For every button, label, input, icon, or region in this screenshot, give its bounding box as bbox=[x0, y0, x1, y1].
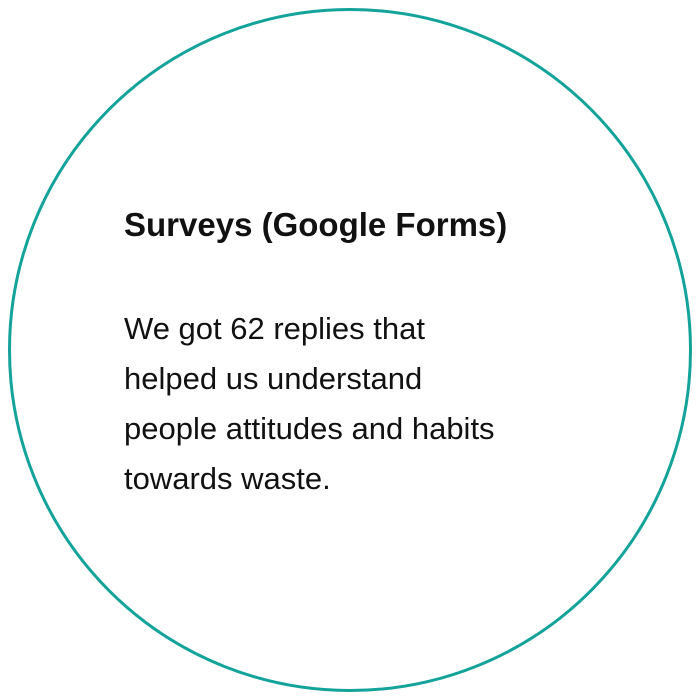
card-title: Surveys (Google Forms) bbox=[124, 200, 507, 250]
body-line-4: towards waste. bbox=[124, 454, 594, 504]
body-line-2: helped us understand bbox=[124, 354, 594, 404]
card-body: We got 62 replies that helped us underst… bbox=[124, 304, 594, 504]
body-line-3: people attitudes and habits bbox=[124, 404, 594, 454]
body-line-1: We got 62 replies that bbox=[124, 304, 594, 354]
